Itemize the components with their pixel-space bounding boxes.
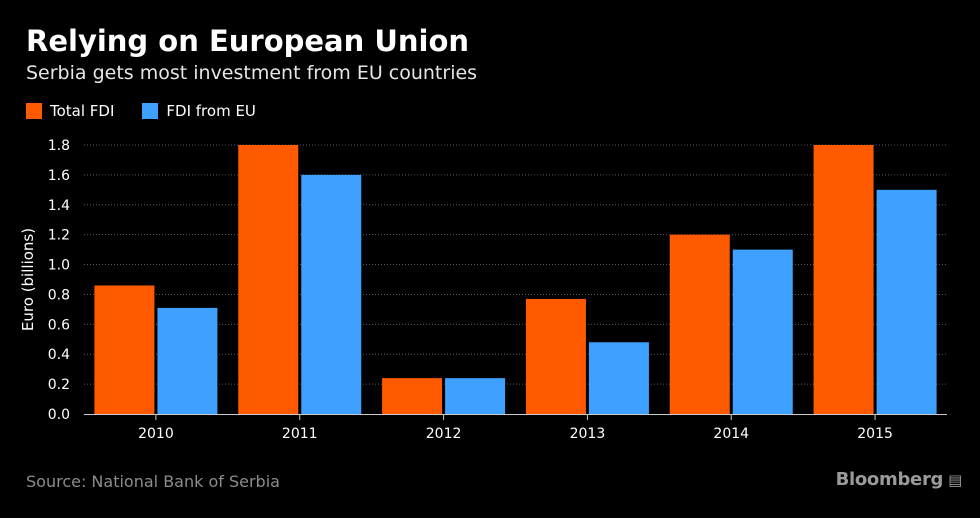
- legend-swatch-fdi-eu: [142, 103, 159, 119]
- x-tick-label: 2015: [857, 426, 893, 442]
- x-tick-label: 2012: [426, 426, 462, 442]
- x-tick-label: 2013: [570, 426, 606, 442]
- x-tick-label: 2010: [138, 426, 174, 442]
- legend-item-fdi-eu: FDI from EU: [142, 102, 256, 120]
- bar-fdi-eu-2010: [157, 307, 218, 414]
- bar-total-fdi-2012: [382, 378, 443, 414]
- y-tick-label: 1.0: [48, 258, 70, 274]
- chart-subtitle: Serbia gets most investment from EU coun…: [26, 62, 478, 84]
- bloomberg-logo: Bloomberg ▤: [835, 469, 963, 490]
- legend-item-total-fdi: Total FDI: [26, 102, 114, 120]
- bar-fdi-eu-2011: [301, 174, 362, 414]
- bar-total-fdi-2013: [525, 298, 586, 414]
- y-tick-label: 0.2: [48, 377, 70, 393]
- y-tick-label: 0.6: [48, 317, 70, 333]
- bar-fdi-eu-2014: [732, 249, 793, 414]
- chart-title: Relying on European Union: [26, 24, 470, 58]
- x-tick-label: 2014: [713, 426, 749, 442]
- y-tick-label: 0.8: [48, 287, 70, 303]
- bar-total-fdi-2011: [238, 145, 299, 414]
- y-tick-label: 1.8: [48, 138, 70, 154]
- x-tick-label: 2011: [282, 426, 318, 442]
- brand-name: Bloomberg: [835, 469, 944, 490]
- legend-swatch-total-fdi: [26, 103, 42, 119]
- y-tick-label: 1.4: [48, 198, 70, 214]
- source-note: Source: National Bank of Serbia: [26, 472, 280, 491]
- bar-fdi-eu-2015: [876, 189, 937, 414]
- bloomberg-terminal-icon: ▤: [948, 470, 962, 489]
- bar-total-fdi-2014: [669, 234, 730, 414]
- y-tick-label: 1.2: [48, 228, 70, 244]
- y-tick-label: 1.6: [48, 168, 70, 184]
- bar-total-fdi-2010: [94, 285, 155, 414]
- legend: Total FDI FDI from EU: [26, 101, 284, 121]
- y-axis-label: Euro (billions): [19, 228, 37, 331]
- bar-total-fdi-2015: [813, 145, 874, 414]
- legend-label-total-fdi: Total FDI: [50, 102, 115, 120]
- bar-fdi-eu-2013: [588, 342, 649, 414]
- legend-label-fdi-eu: FDI from EU: [166, 102, 256, 120]
- y-tick-label: 0.4: [48, 347, 70, 363]
- bar-fdi-eu-2012: [445, 378, 506, 414]
- y-tick-label: 0.0: [48, 407, 70, 423]
